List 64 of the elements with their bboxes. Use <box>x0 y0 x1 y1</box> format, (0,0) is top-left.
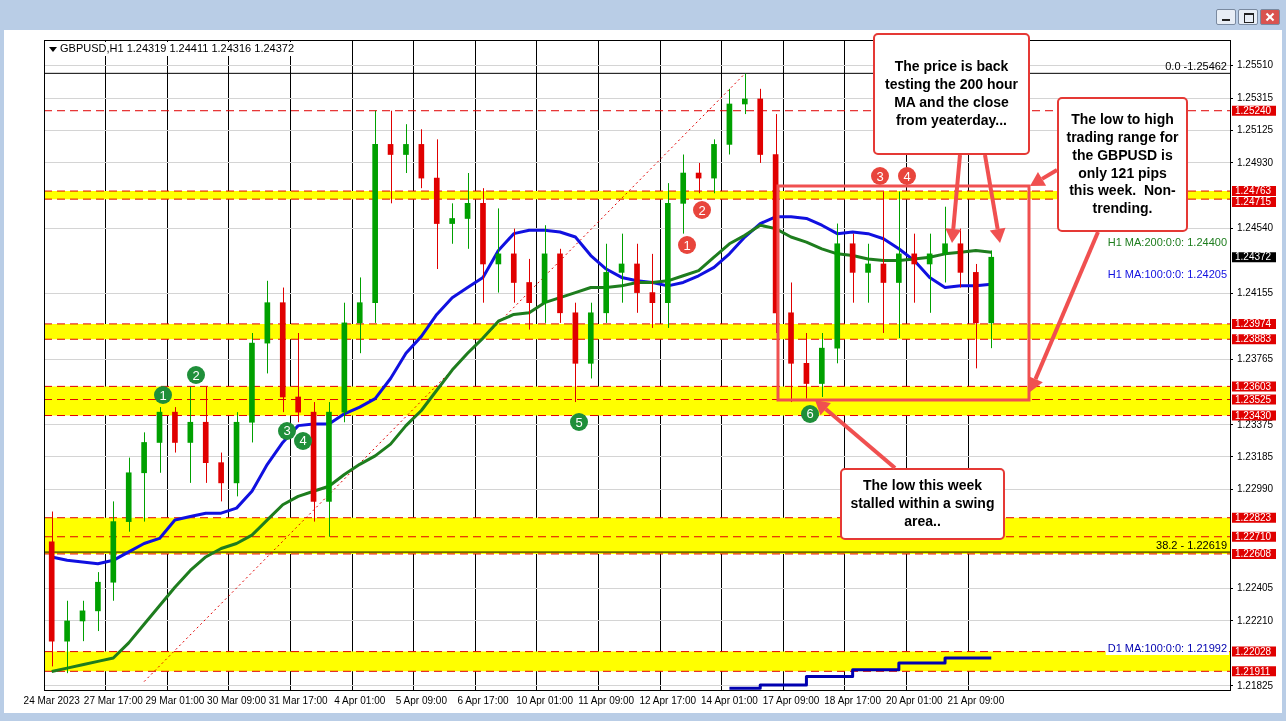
ref-line-label: 1.24715 <box>1235 196 1272 208</box>
x-tick-label: 18 Apr 17:00 <box>824 694 882 706</box>
y-tick-label: 1.23375 <box>1237 418 1274 430</box>
callout-box: The low to high trading range for the GBPUSD is only 121 pips this week. Non-trending. <box>1057 97 1188 232</box>
numbered-circle-marker: 4 <box>294 431 312 450</box>
numbered-circle-marker: 2 <box>187 366 205 385</box>
ref-line-label: 1.21911 <box>1235 665 1271 677</box>
ref-line-label: 1.25240 <box>1235 104 1272 116</box>
y-tick-label: 1.21825 <box>1237 679 1274 691</box>
ref-line-label: 1.23883 <box>1235 333 1272 345</box>
text: H1 MA:200:0:0: 1.24400 <box>1107 235 1227 248</box>
ref-line-label: 1.22823 <box>1235 511 1272 523</box>
x-tick-label: 17 Apr 09:00 <box>762 694 820 706</box>
y-tick-label: 1.24930 <box>1237 156 1274 168</box>
annotation: 0.0 -1.25462 <box>1165 59 1227 72</box>
y-tick-label: 1.25125 <box>1237 123 1274 135</box>
ref-line-label: 1.23603 <box>1235 380 1272 392</box>
candlestick <box>587 302 594 379</box>
x-tick-label: 21 Apr 09:00 <box>947 694 1005 706</box>
text: D1 MA:100:0:0: 1.21992 <box>1107 641 1227 654</box>
y-tick-label: 1.22210 <box>1237 614 1274 626</box>
text: 1.24372 <box>1235 251 1272 263</box>
annotation: 38.2 - 1.22619 <box>1156 538 1227 551</box>
y-tick-label: 1.24155 <box>1237 287 1274 299</box>
numbered-circle-marker: 3 <box>871 167 889 186</box>
y-tick-label: 1.23765 <box>1237 352 1274 364</box>
x-tick-label: 29 Mar 01:00 <box>145 694 205 706</box>
x-tick-label: 5 Apr 09:00 <box>395 694 448 706</box>
chart-title: GBPUSD,H1 1.24319 1.24411 1.24316 1.24372 <box>60 42 295 55</box>
y-tick-label: 1.24540 <box>1237 222 1274 234</box>
x-tick-label: 10 Apr 01:00 <box>516 694 574 706</box>
numbered-circle-marker: 5 <box>570 413 588 432</box>
ref-line-label: 1.24763 <box>1235 185 1272 197</box>
ref-line-label: 1.23430 <box>1235 409 1272 421</box>
x-tick-label: 24 Mar 2023 <box>23 694 81 706</box>
ref-line-label: 1.22028 <box>1235 645 1272 657</box>
x-tick-label: 6 Apr 17:00 <box>457 694 509 706</box>
callout-box: The price is back testing the 200 hour MA and the close from yeaterday... <box>873 33 1030 155</box>
y-tick-label: 1.22405 <box>1237 581 1274 593</box>
text: H1 MA:100:0:0: 1.24205 <box>1107 267 1227 280</box>
ref-line-label: 1.23525 <box>1235 393 1272 405</box>
x-tick-label: 4 Apr 01:00 <box>334 694 386 706</box>
y-tick-label: 1.25315 <box>1237 91 1274 103</box>
x-tick-label: 27 Mar 17:00 <box>83 694 144 706</box>
y-tick-label: 1.25510 <box>1237 59 1274 71</box>
x-tick-label: 11 Apr 09:00 <box>578 694 635 706</box>
ref-line-label: 1.23974 <box>1235 318 1272 330</box>
ref-line-label: 1.22608 <box>1235 548 1272 560</box>
y-tick-label: 1.23185 <box>1237 450 1274 462</box>
callout-box: The low this week stalled within a swing area.. <box>840 468 1005 540</box>
y-tick-label: 1.22990 <box>1237 483 1274 495</box>
x-tick-label: 20 Apr 01:00 <box>885 694 944 706</box>
numbered-circle-marker: 2 <box>693 201 711 220</box>
x-tick-label: 31 Mar 17:00 <box>268 694 329 706</box>
numbered-circle-marker: 4 <box>898 167 916 186</box>
x-tick-label: 12 Apr 17:00 <box>639 694 697 706</box>
x-tick-label: 30 Mar 09:00 <box>207 694 267 706</box>
numbered-circle-marker: 1 <box>678 236 696 255</box>
candlestick <box>449 202 455 245</box>
ref-line-label: 1.22710 <box>1235 531 1272 543</box>
candlestick <box>942 206 948 283</box>
x-tick-label: 14 Apr 01:00 <box>701 694 759 706</box>
numbered-circle-marker: 3 <box>278 421 296 440</box>
candlestick <box>403 123 409 174</box>
